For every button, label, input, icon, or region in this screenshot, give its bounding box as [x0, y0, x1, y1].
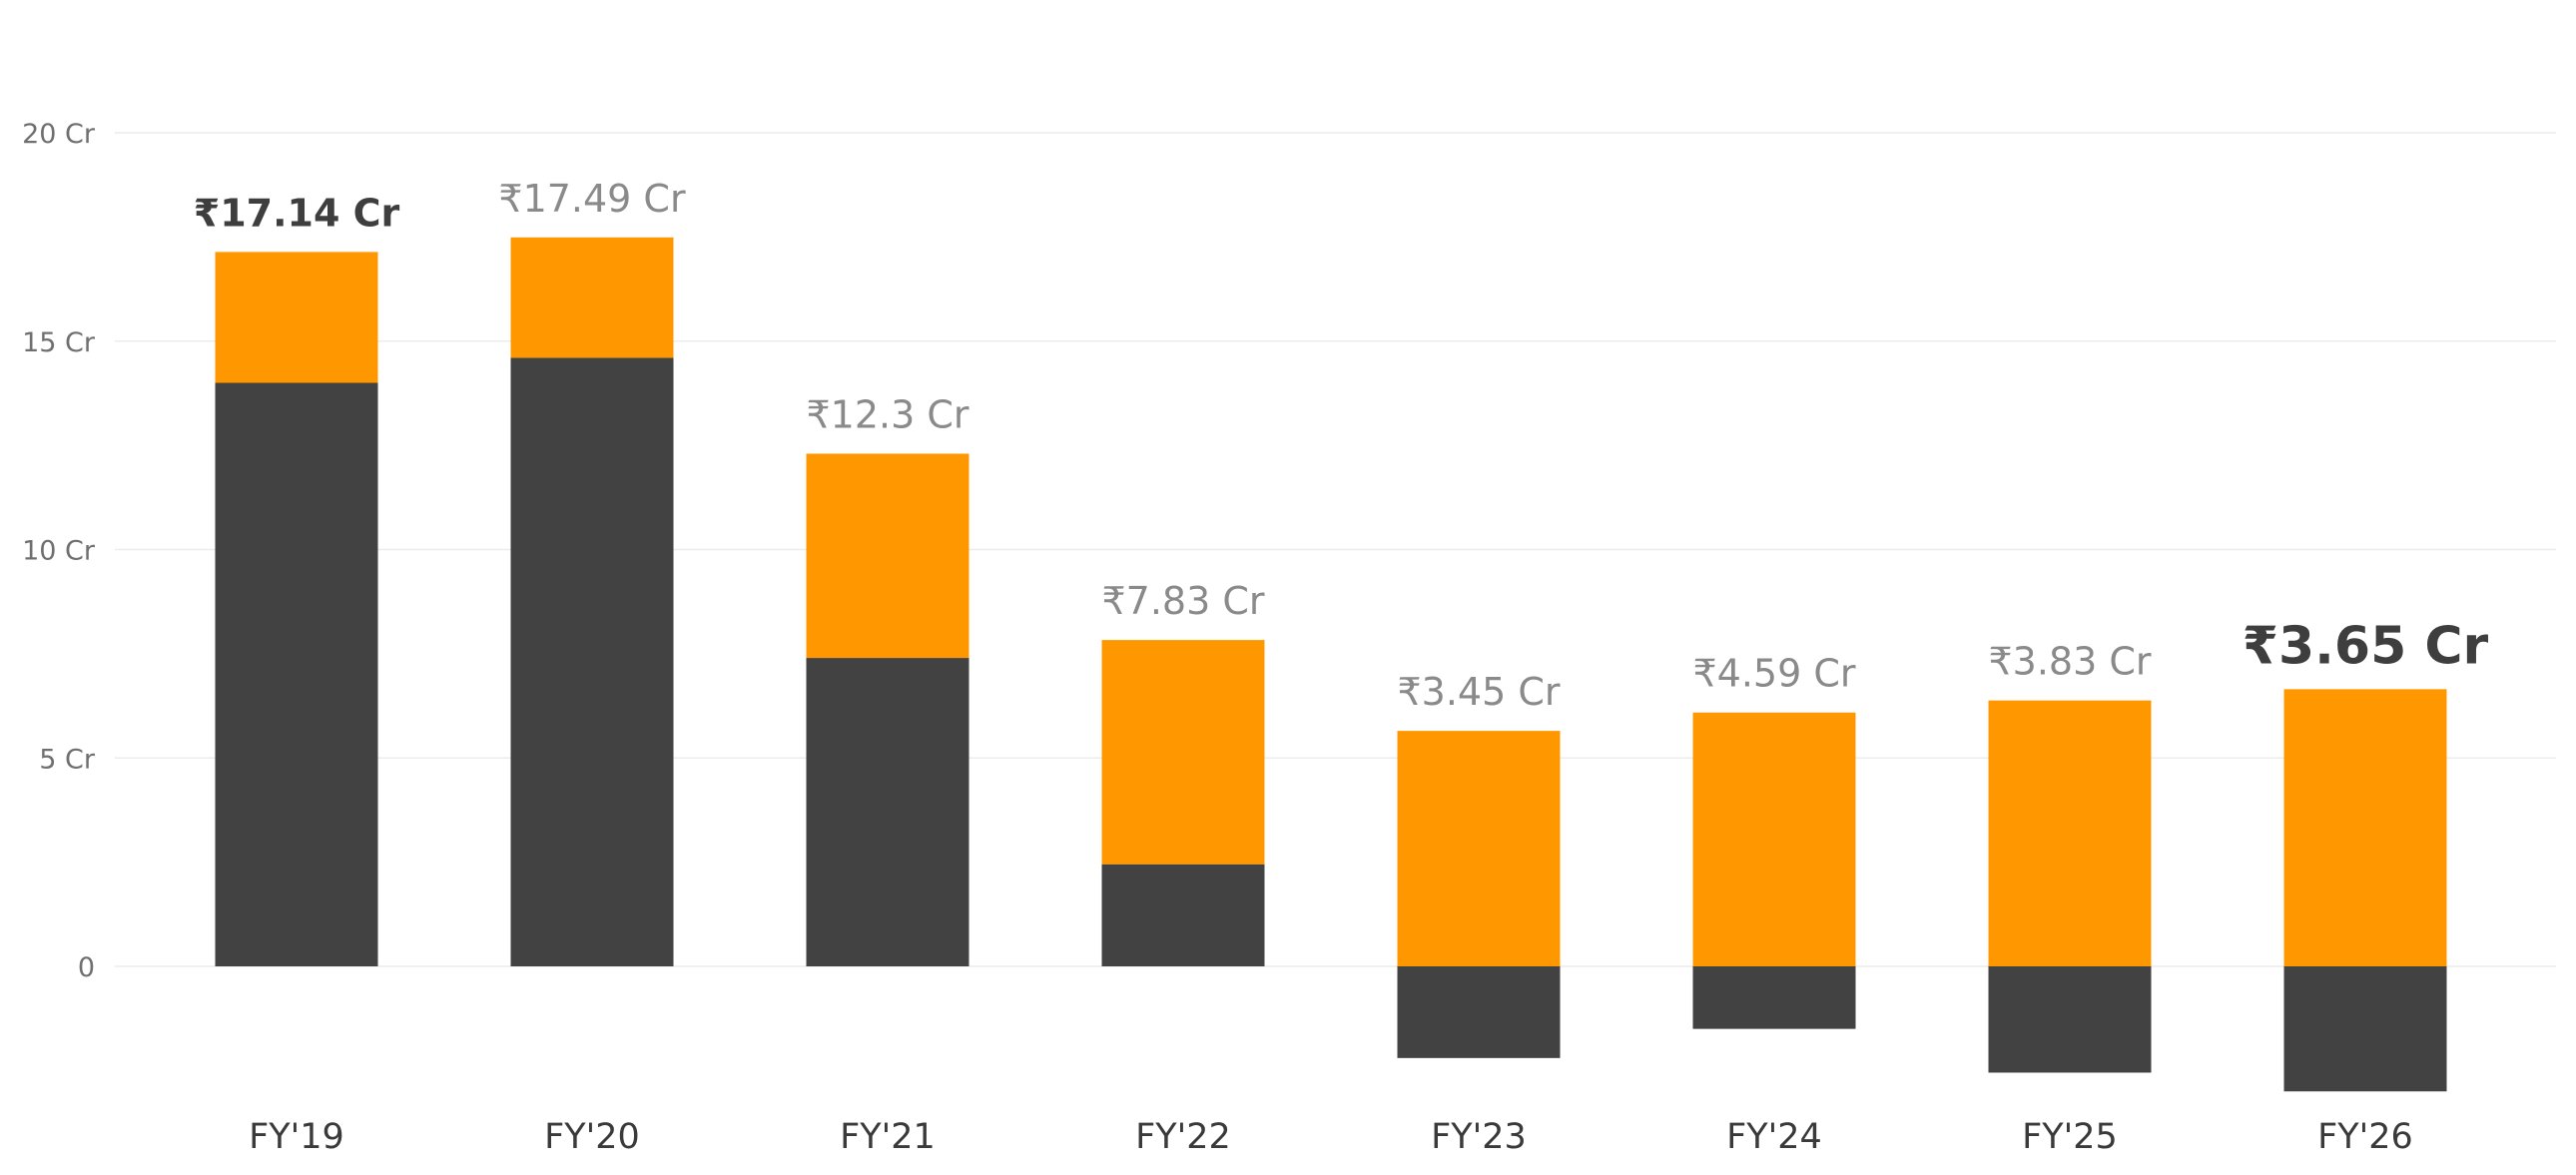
- bar-segment: [806, 658, 969, 966]
- bar-segment: [806, 453, 969, 659]
- bar-segment: [2283, 689, 2447, 966]
- bar-segment: [510, 357, 674, 966]
- bar-total-label: ₹17.49 Cr: [498, 177, 686, 221]
- bar-segment: [1397, 966, 1561, 1058]
- x-tick-label: FY'20: [544, 1117, 640, 1157]
- bar-total-label: ₹4.59 Cr: [1692, 652, 1855, 696]
- bar-segment: [1101, 640, 1265, 865]
- x-tick-label: FY'26: [2317, 1117, 2413, 1157]
- bars: [215, 237, 2447, 1092]
- x-tick-label: FY'22: [1135, 1117, 1231, 1157]
- bar-total-label: ₹3.45 Cr: [1397, 670, 1560, 714]
- bar-total-label: ₹3.65 Cr: [2243, 616, 2489, 676]
- x-tick-label: FY'23: [1431, 1117, 1527, 1157]
- y-tick-label: 20 Cr: [22, 119, 96, 150]
- y-tick-label: 15 Cr: [22, 327, 96, 358]
- bar-segment: [1101, 864, 1265, 966]
- bar-segment: [215, 382, 378, 966]
- bar-segment: [1692, 966, 1856, 1029]
- y-tick-label: 10 Cr: [22, 536, 96, 567]
- x-axis-ticks: FY'19 FY'20 FY'21 FY'22 FY'23 FY'24 FY'25 FY'26: [249, 1117, 2413, 1157]
- y-tick-label: 5 Cr: [39, 744, 96, 775]
- bar-segment: [1397, 731, 1561, 966]
- bar-total-label: ₹12.3 Cr: [806, 392, 968, 436]
- bar-total-label: ₹7.83 Cr: [1101, 579, 1264, 623]
- bar-segment: [2283, 966, 2447, 1092]
- bar-segment: [510, 237, 674, 358]
- gridlines: [115, 132, 2556, 967]
- bar-total-label: ₹17.14 Cr: [194, 191, 400, 235]
- bar-segment: [215, 252, 378, 383]
- x-tick-label: FY'19: [249, 1117, 344, 1157]
- bar-segment: [1692, 712, 1856, 966]
- x-tick-label: FY'25: [2022, 1117, 2118, 1157]
- x-tick-label: FY'24: [1726, 1117, 1822, 1157]
- bar-segment: [1988, 700, 2152, 966]
- y-tick-label: 0: [78, 952, 95, 983]
- bar-segment: [1988, 966, 2152, 1073]
- bar-total-label: ₹3.83 Cr: [1988, 640, 2151, 684]
- y-axis-ticks: 0 5 Cr 10 Cr 15 Cr 20 Cr: [22, 119, 96, 983]
- total-labels: ₹17.14 Cr ₹17.49 Cr ₹12.3 Cr ₹7.83 Cr ₹3.45 …: [194, 177, 2489, 714]
- x-tick-label: FY'21: [840, 1117, 936, 1157]
